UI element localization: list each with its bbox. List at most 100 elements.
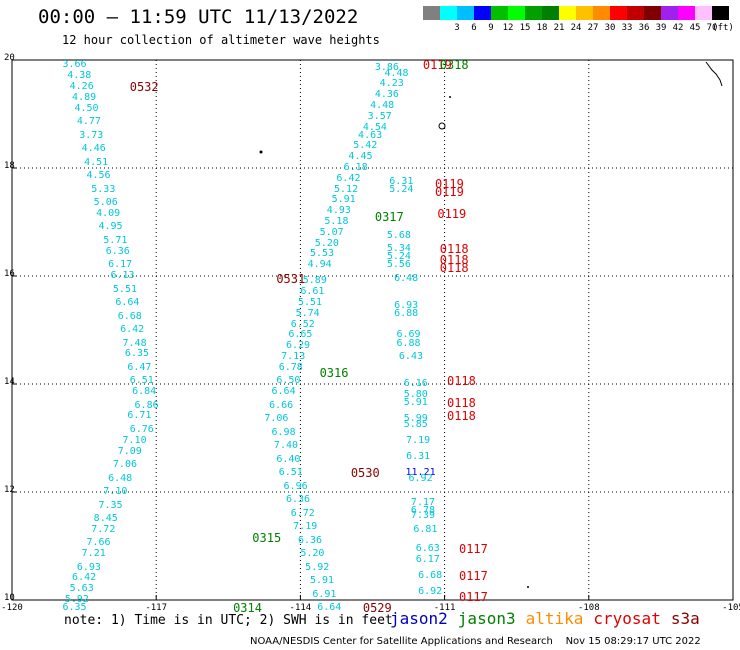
- wave-height-value: 5.42: [353, 140, 378, 152]
- wave-height-value: 7.06: [264, 413, 289, 425]
- wave-height-value: 6.35: [62, 602, 87, 614]
- wave-height-value: 5.74: [295, 307, 320, 319]
- wave-height-value: 6.86: [134, 399, 159, 411]
- lat-label: 16: [4, 269, 15, 279]
- wave-height-value: 4.23: [379, 78, 404, 90]
- wave-height-value: 5.33: [91, 183, 116, 195]
- pass-time-label: 0317: [374, 209, 404, 224]
- wave-height-value: 5.80: [403, 388, 428, 400]
- wave-height-value: 5.51: [297, 297, 323, 308]
- map-title: 00:00 – 11:59 UTC 11/13/2022: [38, 6, 359, 28]
- wave-height-value: 4.95: [98, 221, 123, 233]
- wave-height-value: 6.65: [288, 329, 313, 341]
- wave-height-value: 6.42: [336, 172, 361, 184]
- legend-swatch: [440, 6, 457, 20]
- wave-height-value: 6.36: [297, 534, 323, 546]
- legend-label: 45: [689, 23, 701, 33]
- legend-label: 15: [519, 23, 531, 33]
- wave-height-value: 6.61: [300, 286, 325, 298]
- wave-height-value: 7.66: [86, 537, 111, 549]
- wave-height-value: 7.35: [98, 499, 123, 511]
- wave-height-value: 6.92: [418, 585, 443, 597]
- lon-label: -114: [289, 603, 312, 613]
- pass-time-label: 0532: [129, 80, 159, 94]
- wave-height-value: 3.73: [79, 129, 104, 141]
- wave-height-value: 5.51: [112, 283, 137, 295]
- wave-height-value: 7.19: [293, 521, 318, 533]
- pass-time-label: 0530: [350, 466, 380, 481]
- wave-height-value: 7.39: [410, 510, 436, 522]
- wave-height-value: 4.36: [374, 89, 399, 101]
- wave-height-value: 6.69: [396, 329, 421, 341]
- wave-height-value: 6.93: [394, 299, 419, 311]
- wave-height-value: 6.51: [129, 375, 154, 387]
- wave-height-value: 4.26: [69, 81, 94, 92]
- wave-height-value: 3.86: [374, 62, 399, 74]
- wave-height-value: 5.20: [314, 237, 339, 249]
- wave-height-value: 6.50: [276, 375, 301, 387]
- satellite-name: jason2: [390, 609, 448, 628]
- wave-height-value: 5.68: [386, 229, 411, 241]
- legend-label: 36: [638, 23, 650, 33]
- wave-height-value: 6.40: [276, 453, 301, 465]
- legend-label: 24: [570, 23, 582, 33]
- lat-label: 18: [4, 161, 15, 171]
- wave-height-value: 4.51: [84, 156, 109, 168]
- wave-height-value: 6.64: [271, 386, 296, 398]
- pass-time-label: 0314: [233, 601, 262, 616]
- pass-time-label: 0119: [422, 58, 452, 73]
- wave-height-value: 3.66: [62, 59, 87, 71]
- wave-height-value: 6.66: [269, 399, 294, 411]
- legend-swatch: [593, 6, 610, 20]
- wave-height-value: 7.72: [91, 523, 116, 535]
- wave-height-value: 5.24: [386, 251, 411, 263]
- wave-height-value: 6.16: [403, 378, 428, 389]
- wave-height-value: 6.52: [290, 318, 315, 330]
- wave-height-value: 7.10: [122, 434, 147, 446]
- wave-height-value: 6.35: [124, 348, 150, 360]
- wave-height-value: 6.81: [413, 523, 438, 535]
- wave-height-value: 5.91: [331, 194, 356, 206]
- wave-height-value: 6.29: [285, 340, 311, 352]
- wave-height-value: 5.18: [324, 216, 349, 227]
- pass-time-label: 0117: [458, 568, 488, 583]
- island-marker: [438, 122, 446, 130]
- wave-height-value: 7.10: [103, 486, 128, 497]
- wave-height-value: 5.63: [69, 583, 94, 595]
- wave-height-value: 6.93: [76, 561, 101, 573]
- lat-label: 12: [4, 485, 15, 495]
- wave-height-value: 6.17: [415, 553, 440, 565]
- wave-height-value: 6.43: [398, 351, 423, 362]
- wave-height-value: 6.13: [110, 270, 135, 281]
- legend-label: 33: [621, 23, 633, 33]
- pass-time-label: 0117: [458, 541, 488, 556]
- pass-time-label: 0118: [446, 395, 476, 410]
- wave-height-value: 6.72: [290, 507, 315, 519]
- wave-height-value: 6.17: [108, 259, 133, 271]
- wave-height-value: 6.36: [285, 494, 311, 506]
- wave-height-value: 4.09: [96, 207, 121, 219]
- wave-height-value: 7.17: [410, 496, 436, 508]
- pass-time-label: 0118: [446, 374, 476, 389]
- legend-label: 3: [454, 23, 460, 33]
- wave-height-value: 4.48: [384, 67, 409, 79]
- wave-height-value: 6.91: [312, 588, 337, 600]
- wave-height-value: 11.21: [405, 467, 436, 479]
- legend-swatch: [457, 6, 474, 20]
- pass-time-label: 0316: [319, 366, 349, 381]
- wave-height-value: 5.24: [389, 183, 414, 195]
- wave-height-value: 4.50: [74, 102, 99, 114]
- wave-height-value: 5.07: [319, 226, 344, 238]
- pass-time-label: 0117: [458, 590, 488, 605]
- legend-swatch: [661, 6, 678, 20]
- legend-swatch: [678, 6, 695, 20]
- wave-height-value: 4.38: [67, 70, 92, 82]
- wave-height-value: 5.34: [386, 243, 411, 254]
- wave-height-value: 5.53: [309, 248, 335, 260]
- wave-height-value: 6.84: [132, 386, 157, 398]
- wave-height-value: 8.45: [93, 513, 118, 524]
- pass-time-label: 0529: [362, 601, 392, 616]
- wave-height-value: 6.98: [271, 426, 296, 438]
- footer-credit: NOAA/NESDIS Center for Satellite Applica…: [250, 636, 701, 647]
- pass-time-label: 0119: [437, 206, 467, 221]
